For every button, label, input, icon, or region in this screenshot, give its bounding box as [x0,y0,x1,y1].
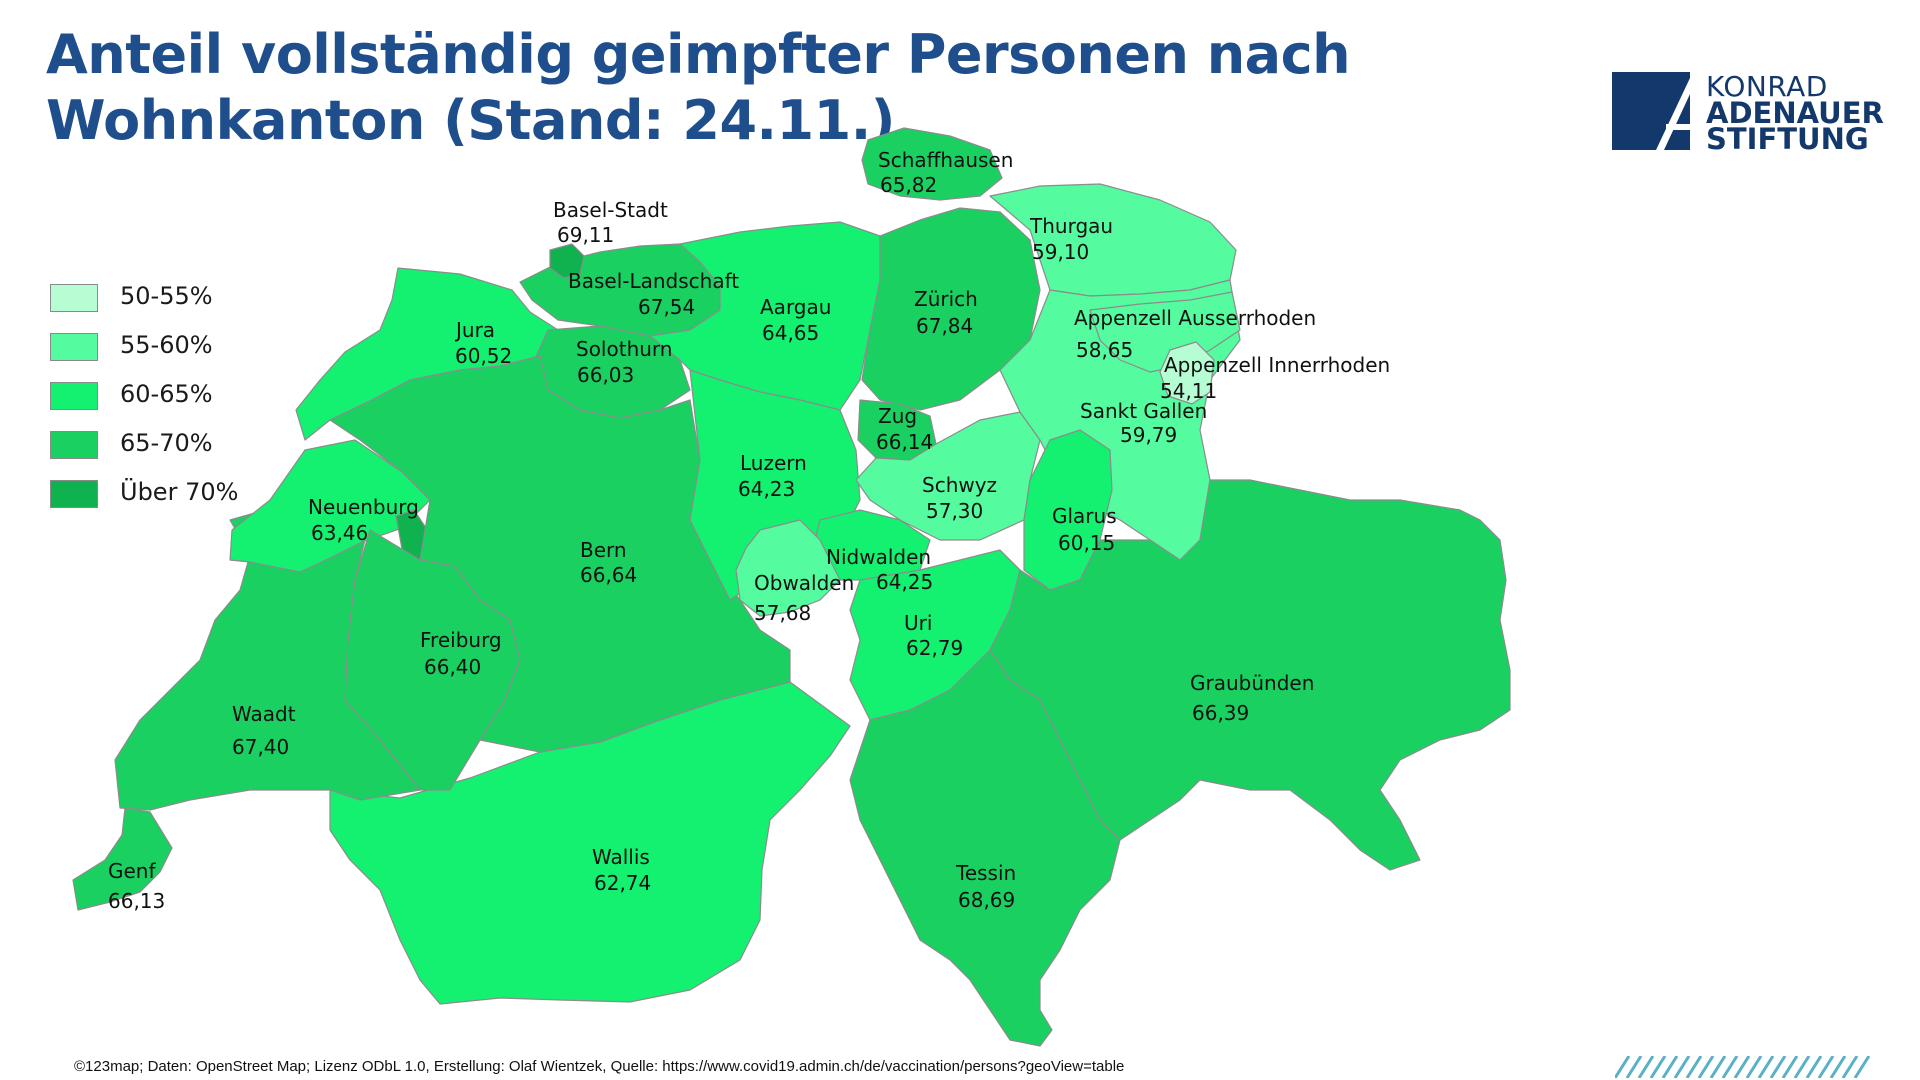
label-value: 57,30 [926,499,983,523]
label-value: 66,64 [580,563,637,587]
label-name: Schaffhausen [878,148,1013,172]
label-value: 64,65 [762,321,819,345]
legend-label: 50-55% [120,282,213,310]
kas-logo: KONRAD ADENAUER STIFTUNG [1612,70,1884,156]
source-note: ©123map; Daten: OpenStreet Map; Lizenz O… [74,1058,1125,1075]
label-value: 68,69 [958,888,1015,912]
label-name: Genf [108,859,156,883]
label-value: 57,68 [754,601,811,625]
page-title-line-2: Wohnkanton (Stand: 24.11.) [46,89,895,152]
label-name: Solothurn [576,337,672,361]
region-basel-stadt [549,243,585,279]
label-value: 54,11 [1160,379,1217,403]
legend-label: 65-70% [120,429,213,457]
label-value: 60,52 [455,344,512,368]
label-value: 63,46 [311,521,368,545]
legend-swatch [50,480,98,508]
label-value: 66,40 [424,655,481,679]
label-value: 60,15 [1058,531,1115,555]
legend-item: 50-55% [50,280,290,329]
label-name: Nidwalden [826,545,931,569]
label-name: Tessin [955,861,1016,885]
label-value: 66,03 [577,363,634,387]
label-name: Appenzell Ausserrhoden [1074,306,1316,330]
label-value: 67,84 [916,314,973,338]
label-value: 69,11 [557,223,614,247]
label-name: Thurgau [1029,214,1113,238]
label-value: 58,65 [1076,338,1133,362]
label-name: Freiburg [420,628,502,652]
region-appenzell-innerrhoden [1159,341,1215,405]
label-name: Basel-Landschaft [568,269,739,293]
label-name: Neuenburg [308,495,419,519]
label-name: Zug [878,404,917,428]
canton-labels: Schaffhausen 65,82 Basel-Stadt 69,11 Thu… [108,148,1390,913]
region-genf [72,807,173,911]
label-name: Waadt [232,702,296,726]
label-name: Jura [454,318,495,342]
label-value: 66,13 [108,889,165,913]
label-value: 65,82 [880,173,937,197]
hatch-decoration-icon [1615,1056,1871,1078]
label-name: Luzern [740,451,807,475]
label-name: Sankt Gallen [1080,399,1207,423]
map-legend: 50-55% 55-60% 60-65% 65-70% Über 70% [50,280,290,525]
legend-swatch [50,284,98,312]
legend-item: 65-70% [50,427,290,476]
label-name: Zürich [914,287,978,311]
logo-text-stiftung: STIFTUNG [1706,122,1869,156]
label-name: Graubünden [1190,671,1314,695]
label-name: Wallis [592,845,650,869]
label-name: Basel-Stadt [553,198,668,222]
region-obwalden [735,519,841,617]
legend-item: Über 70% [50,476,290,525]
label-value: 59,10 [1032,240,1089,264]
logo-text-adenauer: ADENAUER [1706,96,1884,130]
label-name: Obwalden [754,571,854,595]
region-schaffhausen [861,127,1003,201]
label-name: Appenzell Innerrhoden [1164,353,1390,377]
label-name: Aargau [760,295,831,319]
kas-logo-mark-icon [1612,72,1690,150]
label-name: Uri [904,611,932,635]
label-value: 64,25 [876,570,933,594]
page-title-line-1: Anteil vollständig geimpfter Personen na… [46,23,1351,86]
label-name: Bern [580,538,627,562]
legend-swatch [50,382,98,410]
legend-label: 55-60% [120,331,213,359]
legend-swatch [50,431,98,459]
label-value: 62,74 [594,871,651,895]
logo-text-konrad: KONRAD [1706,70,1828,103]
label-value: 66,14 [876,430,933,454]
legend-swatch [50,333,98,361]
page-title: Anteil vollständig geimpfter Personen na… [46,22,1366,154]
label-value: 66,39 [1192,701,1249,725]
label-value: 64,23 [738,477,795,501]
label-value: 67,40 [232,735,289,759]
legend-item: 60-65% [50,378,290,427]
label-name: Schwyz [922,473,997,497]
region-tessin [849,649,1121,1047]
legend-item: 55-60% [50,329,290,378]
legend-label: Über 70% [120,478,239,506]
label-name: Glarus [1052,504,1117,528]
label-value: 59,79 [1120,423,1177,447]
region-bern [329,355,791,753]
label-value: 62,79 [906,636,963,660]
legend-label: 60-65% [120,380,213,408]
label-value: 67,54 [638,295,695,319]
